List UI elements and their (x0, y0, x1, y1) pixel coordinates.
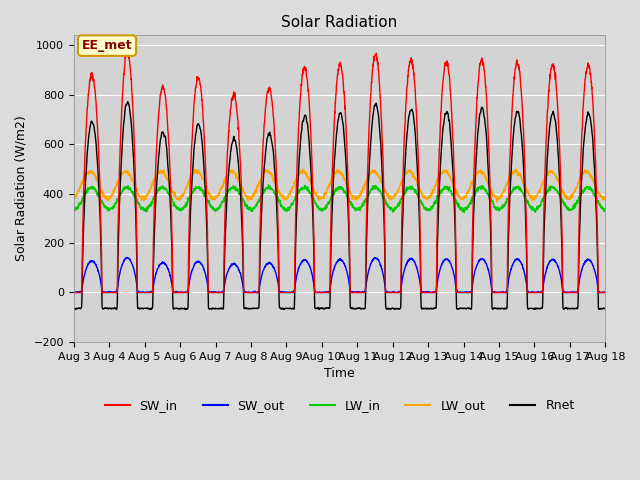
SW_out (70, 289, 77, 295)
LW_in (602, 206, 609, 212)
SW_out (367, 261, 374, 267)
Legend: SW_in, SW_out, LW_in, LW_out, Rnet: SW_in, SW_out, LW_in, LW_out, Rnet (99, 394, 579, 417)
SW_in (555, 119, 563, 124)
LW_in (367, 189, 374, 194)
Rnet (367, 140, 374, 146)
SW_in (355, 289, 363, 295)
LW_out (493, 199, 501, 205)
LW_in (494, 206, 502, 212)
SW_out (602, 289, 609, 295)
Line: LW_out: LW_out (74, 169, 605, 202)
Rnet (124, 99, 132, 105)
SW_in (367, 98, 374, 104)
LW_out (70, 194, 77, 200)
Rnet (494, 305, 502, 311)
Line: SW_in: SW_in (74, 50, 605, 292)
SW_in (124, 47, 132, 53)
LW_in (265, 182, 273, 188)
SW_out (218, 289, 226, 295)
Rnet (355, 305, 363, 311)
Rnet (602, 306, 609, 312)
SW_in (70, 289, 77, 295)
LW_out (555, 181, 563, 187)
LW_out (366, 170, 374, 176)
Line: SW_out: SW_out (74, 257, 605, 292)
X-axis label: Time: Time (324, 367, 355, 380)
SW_out (570, 289, 577, 295)
LW_in (555, 191, 563, 197)
LW_out (218, 185, 226, 191)
Rnet (570, 306, 577, 312)
LW_out (494, 196, 502, 202)
LW_out (355, 194, 362, 200)
LW_in (218, 200, 226, 205)
LW_out (512, 166, 520, 172)
SW_in (218, 289, 226, 295)
LW_out (602, 196, 609, 202)
SW_in (494, 289, 502, 295)
Rnet (70, 305, 77, 311)
Rnet (72, 307, 79, 312)
LW_in (355, 207, 363, 213)
Rnet (555, 160, 563, 166)
SW_in (570, 289, 577, 295)
SW_out (494, 289, 502, 295)
Y-axis label: Solar Radiation (W/m2): Solar Radiation (W/m2) (15, 116, 28, 262)
LW_in (461, 210, 468, 216)
Title: Solar Radiation: Solar Radiation (282, 15, 397, 30)
LW_in (70, 207, 77, 213)
Line: Rnet: Rnet (74, 102, 605, 310)
SW_in (602, 289, 609, 295)
LW_out (570, 191, 577, 196)
Text: EE_met: EE_met (82, 39, 132, 52)
SW_out (355, 289, 363, 295)
SW_out (555, 264, 563, 270)
Rnet (219, 306, 227, 312)
LW_in (570, 202, 577, 208)
SW_out (123, 254, 131, 260)
Line: LW_in: LW_in (74, 185, 605, 213)
